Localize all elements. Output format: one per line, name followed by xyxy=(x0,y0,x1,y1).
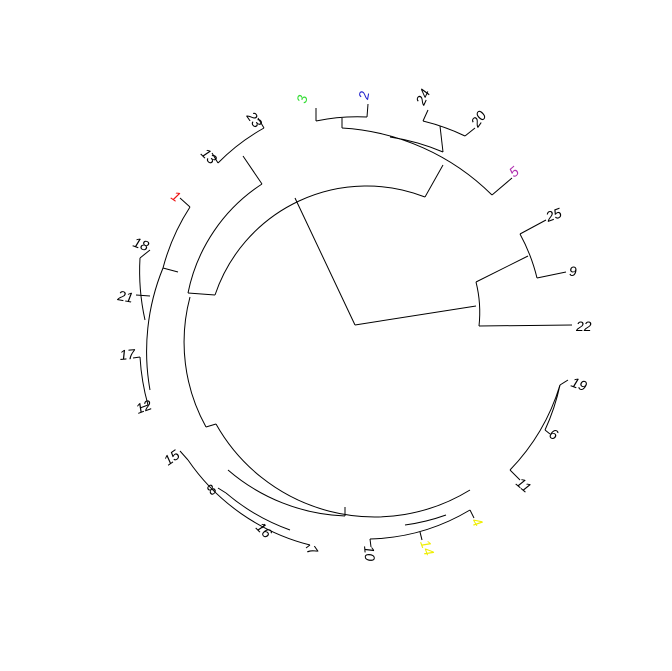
leaf-21-branch xyxy=(135,294,151,297)
arc-24-20 xyxy=(422,120,466,137)
branch-lower-stem xyxy=(205,423,217,428)
branch-root-to-right xyxy=(354,305,477,326)
stem-24-20 xyxy=(439,125,444,153)
leaf-13-branch xyxy=(211,152,219,164)
leaf-23-branch xyxy=(257,117,265,129)
leaf-label-25: 25 xyxy=(543,204,564,225)
leaf-18-branch xyxy=(139,249,151,259)
arc-19-11 xyxy=(509,384,561,471)
leaf-label-10: 10 xyxy=(361,545,378,562)
leaf-label-9: 9 xyxy=(569,263,577,279)
arc-14-4 xyxy=(404,514,447,526)
arc-3-2 xyxy=(315,116,368,122)
leaf-4-branch xyxy=(469,509,475,519)
leaf-24-branch xyxy=(422,109,429,122)
leaf-label-12: 12 xyxy=(134,396,154,416)
branch-root-to-upper xyxy=(294,197,356,326)
branches xyxy=(132,103,573,549)
leaf-25-branch xyxy=(519,219,547,235)
leaf-6-branch xyxy=(544,429,551,435)
leaf-labels: 3 2 24205259221961141410716815121721181132… xyxy=(115,86,591,562)
leaf-label-2: 2 xyxy=(355,90,372,102)
leaf-9-branch xyxy=(536,271,567,279)
leaf-label-17: 17 xyxy=(119,346,137,363)
branch-left-major xyxy=(187,292,216,296)
leaf-17-branch xyxy=(132,356,141,359)
arc-clade-3-5 xyxy=(341,127,493,196)
leaf-19-branch xyxy=(559,379,569,386)
arc-lower-main xyxy=(183,296,207,428)
leaf-16-branch xyxy=(261,523,266,529)
leaf-label-7: 7 xyxy=(304,543,322,560)
leaf-label-5: 5 xyxy=(506,163,522,180)
arc-right-main xyxy=(475,281,481,327)
leaf-8-branch xyxy=(217,487,227,494)
leaf-label-3: 3 xyxy=(293,93,310,104)
branch-to-25-9 xyxy=(475,255,529,283)
arc-15-7 xyxy=(187,459,311,546)
leaf-5-branch xyxy=(491,177,513,196)
stem-13-23 xyxy=(242,155,263,185)
leaf-22-branch xyxy=(478,324,573,327)
leaf-10-branch xyxy=(369,538,372,548)
leaf-11-branch xyxy=(509,469,521,481)
leaf-label-6: 6 xyxy=(547,425,561,443)
arc-13-23 xyxy=(217,127,265,164)
leaf-20-branch xyxy=(464,127,476,137)
arc-18-21 xyxy=(139,257,146,321)
leaf-label-14: 14 xyxy=(417,538,437,558)
leaf-label-24: 24 xyxy=(412,86,434,108)
leaf-12-branch xyxy=(139,404,149,409)
leaf-label-22: 22 xyxy=(575,318,592,334)
leaf-14-branch xyxy=(419,531,423,541)
stem-left-group xyxy=(162,267,179,273)
leaf-2-branch xyxy=(366,103,369,118)
arc-1-12 xyxy=(162,206,191,269)
arc-lower-sweep xyxy=(215,423,471,518)
leaf-15-branch xyxy=(179,450,189,461)
leaf-label-1: 1 xyxy=(168,187,184,205)
leaf-7-branch xyxy=(305,544,311,549)
branch-upper-right xyxy=(424,164,444,198)
arc-clade-24-20-join xyxy=(389,136,444,153)
arc-25-9 xyxy=(519,233,538,279)
leaf-label-13: 13 xyxy=(198,145,220,167)
arc-10-4 xyxy=(369,509,471,540)
arc-lower-outer xyxy=(227,469,346,517)
arc-left-group xyxy=(146,267,164,391)
leaf-label-19: 19 xyxy=(569,374,589,394)
leaf-label-21: 21 xyxy=(115,287,134,306)
arc-19-6 xyxy=(544,384,561,431)
arc-13-23-1 xyxy=(187,183,263,294)
leaf-label-8: 8 xyxy=(203,481,220,498)
leaf-1-branch xyxy=(179,197,191,208)
leaf-label-23: 23 xyxy=(243,108,266,131)
leaf-label-4: 4 xyxy=(468,515,486,530)
arc-upper-main xyxy=(214,185,426,296)
leaf-label-18: 18 xyxy=(131,234,151,254)
arc-8-16 xyxy=(225,492,291,531)
leaf-label-15: 15 xyxy=(161,446,183,468)
leaf-label-11: 11 xyxy=(513,474,534,496)
leaf-label-20: 20 xyxy=(467,108,490,131)
